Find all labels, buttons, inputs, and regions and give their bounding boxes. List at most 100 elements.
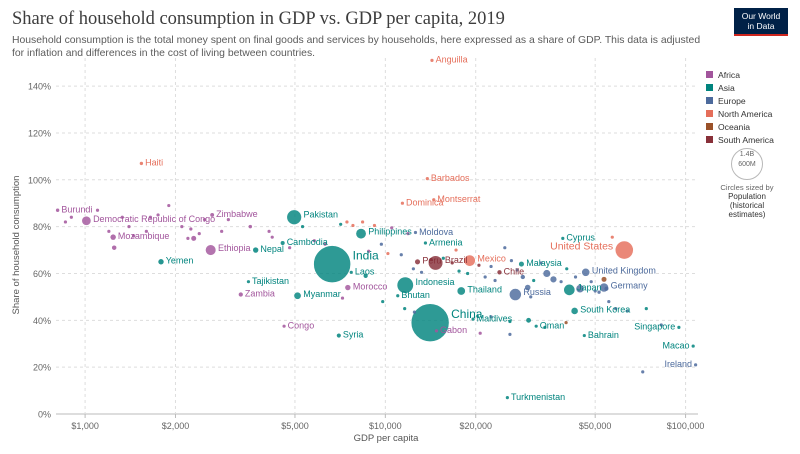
legend-item-north-america[interactable]: North America — [706, 107, 774, 120]
point-label: Democratic Republic of Congo — [93, 214, 215, 224]
data-point — [345, 220, 349, 224]
data-point — [381, 299, 385, 304]
grid-lines — [56, 58, 698, 415]
point-label: Philippines — [368, 227, 412, 237]
data-point — [414, 258, 421, 265]
data-point — [489, 264, 493, 269]
data-point — [158, 259, 164, 265]
data-point — [526, 317, 531, 323]
data-point — [565, 267, 569, 271]
data-point — [471, 317, 475, 321]
data-point — [148, 215, 152, 219]
data-point — [367, 249, 371, 253]
legend-swatch — [706, 110, 713, 117]
size-key-mid-value: 600M — [738, 161, 756, 168]
data-point — [607, 299, 611, 304]
data-point — [573, 275, 578, 279]
owid-logo[interactable]: Our World in Data — [734, 8, 788, 36]
size-key-top-value: 1.4B — [739, 151, 755, 158]
data-point — [419, 270, 424, 274]
data-point — [644, 307, 648, 311]
x-axis-label: GDP per capita — [354, 433, 419, 444]
data-point — [293, 291, 302, 300]
data-point — [529, 295, 533, 299]
legend-label: Africa — [718, 69, 740, 80]
data-point — [423, 241, 428, 245]
data-point — [69, 215, 73, 219]
data-point — [570, 307, 579, 315]
data-point — [205, 244, 217, 256]
data-point — [559, 280, 563, 284]
legend-item-africa[interactable]: Africa — [706, 68, 774, 81]
y-tick-label: 100% — [28, 175, 51, 185]
x-tick-label: $2,000 — [162, 421, 190, 431]
y-axis-label: Share of household consumption — [11, 176, 22, 315]
logo-line-2: in Data — [747, 21, 775, 31]
data-point — [202, 218, 207, 222]
point-label: Ethiopia — [218, 243, 251, 253]
point-label: Tajikistan — [252, 276, 289, 286]
point-label: China — [451, 307, 483, 321]
point-label: Myanmar — [303, 289, 341, 299]
point-label: Brazil — [445, 255, 468, 265]
data-point — [107, 229, 111, 233]
legend-swatch — [706, 71, 713, 78]
x-tick-label: $1,000 — [71, 421, 99, 431]
point-label: South Korea — [580, 305, 630, 315]
data-point — [131, 234, 136, 238]
data-point — [677, 325, 681, 329]
data-point — [238, 292, 243, 297]
point-label: Haiti — [145, 158, 163, 168]
data-point — [246, 280, 251, 284]
data-point — [524, 284, 532, 291]
point-label: Nepal — [260, 244, 284, 254]
data-point — [355, 228, 367, 240]
point-label: Cyprus — [566, 233, 595, 243]
data-point — [253, 247, 259, 253]
data-point — [411, 267, 415, 271]
data-point — [336, 333, 341, 338]
data-point — [191, 235, 197, 241]
point-label: Yemen — [166, 256, 194, 266]
legend-item-oceania[interactable]: Oceania — [706, 120, 774, 133]
data-point — [399, 253, 403, 257]
data-point — [564, 321, 568, 325]
data-point — [659, 323, 663, 327]
data-point — [589, 280, 593, 284]
data-point — [127, 225, 131, 229]
data-point — [691, 344, 695, 348]
data-point — [403, 307, 407, 311]
y-tick-label: 40% — [33, 316, 51, 326]
size-key-measure: Population — [728, 192, 766, 201]
data-point — [610, 235, 614, 239]
point-label: Ireland — [664, 359, 692, 369]
data-point — [478, 331, 482, 335]
point-label: Mexico — [477, 253, 506, 263]
legend-item-europe[interactable]: Europe — [706, 94, 774, 107]
data-point — [641, 370, 645, 374]
data-point — [372, 223, 377, 228]
data-point — [450, 261, 454, 265]
legend-label: Asia — [718, 82, 735, 93]
data-point — [313, 245, 351, 283]
axis-ticks: 0% 20% 40% 60% 80% 100% 120% 140% $1,000 $2,000 $5… — [28, 82, 704, 431]
point-label: Gabon — [440, 325, 467, 335]
data-point — [508, 332, 512, 336]
legend-item-asia[interactable]: Asia — [706, 81, 774, 94]
data-point — [454, 248, 458, 252]
legend-item-south-america[interactable]: South America — [706, 133, 774, 146]
point-label: Maldives — [477, 314, 513, 324]
point-label: Indonesia — [415, 277, 454, 287]
point-label: Montserrat — [437, 194, 481, 204]
data-point — [400, 201, 405, 205]
data-point — [508, 319, 512, 324]
data-point — [614, 307, 618, 311]
point-label: Cambodia — [287, 237, 328, 247]
data-point — [489, 315, 493, 319]
data-point — [210, 212, 215, 217]
data-point — [280, 240, 285, 246]
point-label: Dominica — [406, 198, 444, 208]
data-point — [542, 269, 551, 278]
